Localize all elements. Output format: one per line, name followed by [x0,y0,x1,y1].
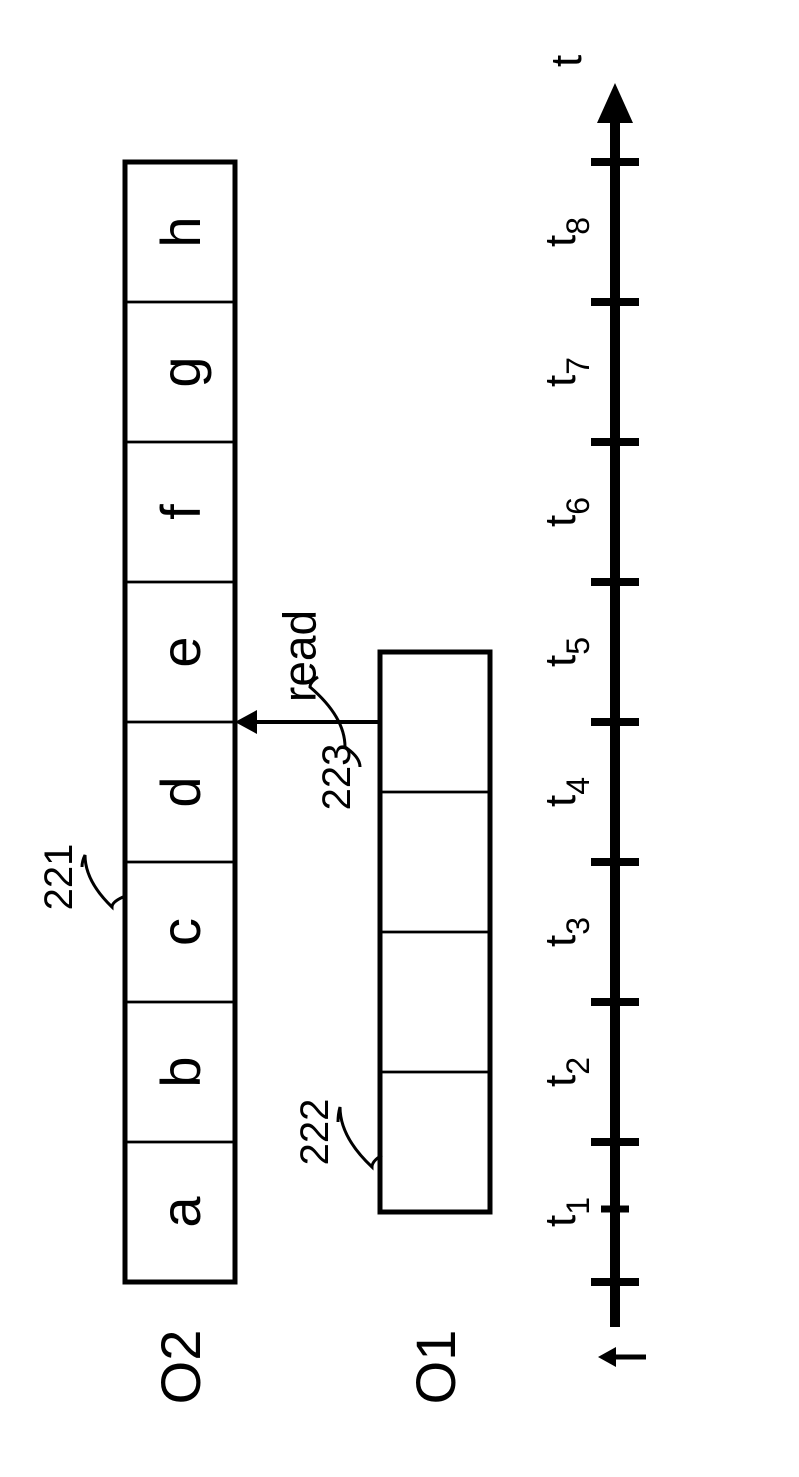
read-arrow-head [235,710,257,734]
axis-tick-label-4: t5 [536,637,596,667]
callout-label-221: 221 [37,844,81,911]
callout-line-222 [338,1107,382,1167]
time-axis-arrow [597,83,633,123]
cell-label-O2-3: d [149,776,212,807]
axis-tick-label-0: t1 [536,1197,596,1227]
cell-label-O2-0: a [149,1196,212,1228]
axis-label: t [542,55,591,67]
axis-tick-label-5: t6 [536,497,596,527]
axis-tick-label-2: t3 [536,917,596,947]
cell-label-O2-4: e [149,636,212,667]
row-label-O1: O1 [404,1330,467,1405]
axis-tick-label-6: t7 [536,357,596,387]
cell-label-O2-1: b [149,1056,212,1087]
row-label-O2: O2 [149,1330,212,1405]
axis-tick-label-1: t2 [536,1057,596,1087]
cell-label-O2-6: g [149,356,212,387]
cell-label-O2-5: f [149,504,212,520]
axis-tick-label-3: t4 [536,777,596,807]
callout-line-221 [82,855,123,907]
position-arrow-head [598,1347,616,1367]
axis-tick-label-7: t8 [536,217,596,247]
read-label: read [274,610,326,702]
cell-label-O2-7: h [149,216,212,247]
cell-label-O2-2: c [149,918,212,946]
callout-label-222: 222 [293,1099,337,1166]
